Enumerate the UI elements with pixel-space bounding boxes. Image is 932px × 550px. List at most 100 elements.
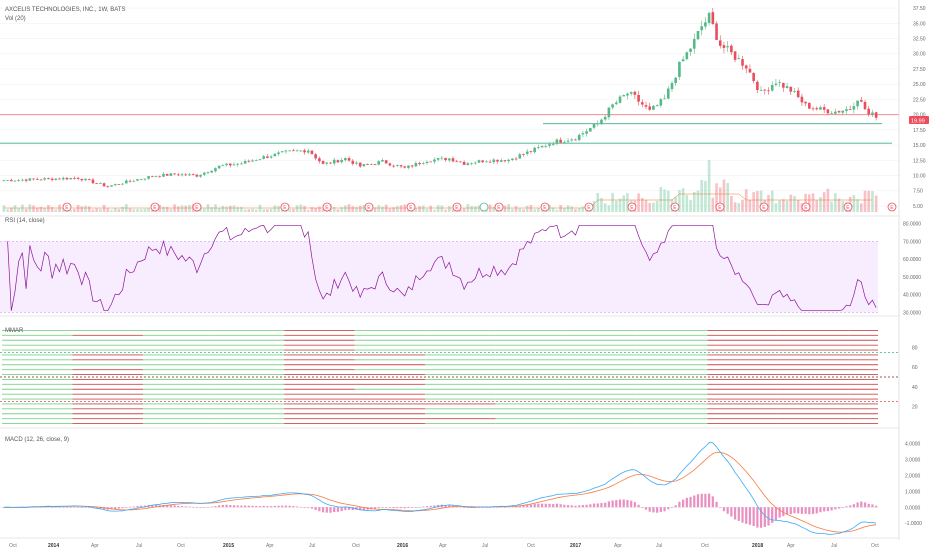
candle-body[interactable]: [473, 162, 477, 164]
rsi-line[interactable]: [7, 224, 877, 312]
candle-body[interactable]: [273, 153, 277, 157]
candle-body[interactable]: [704, 22, 707, 27]
earnings-marker[interactable]: [192, 202, 202, 212]
candle-body[interactable]: [50, 178, 54, 180]
candle-body[interactable]: [373, 164, 377, 166]
candle-body[interactable]: [13, 180, 17, 182]
candle-body[interactable]: [544, 146, 548, 147]
earnings-marker[interactable]: [322, 202, 332, 212]
candle-body[interactable]: [626, 93, 629, 96]
candle-body[interactable]: [856, 100, 859, 107]
candle-body[interactable]: [232, 164, 236, 166]
candle-body[interactable]: [551, 143, 555, 145]
candle-body[interactable]: [332, 159, 336, 164]
candle-body[interactable]: [54, 178, 58, 180]
candle-body[interactable]: [640, 102, 644, 105]
candle-body[interactable]: [47, 178, 50, 179]
candle-body[interactable]: [314, 154, 317, 159]
candle-body[interactable]: [132, 180, 136, 182]
candle-body[interactable]: [848, 109, 852, 110]
candle-body[interactable]: [277, 152, 280, 155]
candle-body[interactable]: [95, 183, 98, 184]
candle-body[interactable]: [388, 163, 392, 166]
candle-body[interactable]: [533, 147, 536, 153]
candle-body[interactable]: [225, 163, 228, 166]
candle-body[interactable]: [618, 96, 622, 103]
candle-body[interactable]: [421, 163, 425, 165]
earnings-marker[interactable]: [364, 202, 374, 212]
candle-body[interactable]: [455, 161, 459, 163]
candle-body[interactable]: [733, 51, 737, 60]
candle-body[interactable]: [258, 159, 262, 161]
candle-body[interactable]: [648, 106, 652, 110]
candle-body[interactable]: [362, 164, 366, 167]
candle-body[interactable]: [496, 159, 499, 162]
candle-body[interactable]: [566, 140, 570, 142]
candle-body[interactable]: [329, 162, 332, 164]
candle-body[interactable]: [785, 86, 789, 89]
candle-body[interactable]: [110, 185, 113, 187]
mmar-panel[interactable]: [0, 330, 899, 424]
candle-body[interactable]: [451, 158, 455, 162]
candle-body[interactable]: [830, 113, 833, 114]
candle-body[interactable]: [670, 83, 674, 90]
candle-body[interactable]: [410, 165, 414, 167]
candle-body[interactable]: [600, 119, 603, 125]
candle-body[interactable]: [726, 46, 729, 48]
candle-body[interactable]: [633, 91, 637, 95]
candle-body[interactable]: [871, 112, 874, 115]
macd-panel[interactable]: [0, 442, 878, 535]
candle-body[interactable]: [659, 99, 663, 106]
earnings-marker[interactable]: [62, 202, 72, 212]
candle-body[interactable]: [711, 12, 715, 24]
candle-body[interactable]: [477, 160, 481, 163]
earnings-marker[interactable]: [540, 202, 550, 212]
candle-body[interactable]: [39, 179, 43, 181]
candle-body[interactable]: [147, 176, 150, 179]
candle-body[interactable]: [577, 134, 581, 141]
candle-body[interactable]: [236, 163, 240, 165]
candle-body[interactable]: [80, 178, 84, 181]
candle-body[interactable]: [629, 92, 633, 94]
candle-body[interactable]: [162, 173, 165, 177]
candle-body[interactable]: [429, 161, 433, 163]
candle-body[interactable]: [522, 154, 525, 155]
candle-body[interactable]: [407, 165, 410, 168]
candle-body[interactable]: [158, 176, 162, 178]
candle-body[interactable]: [206, 172, 210, 174]
candle-body[interactable]: [251, 160, 254, 162]
candle-body[interactable]: [165, 173, 169, 176]
candle-body[interactable]: [863, 101, 867, 110]
earnings-marker[interactable]: [584, 202, 594, 212]
candle-body[interactable]: [154, 176, 158, 178]
candle-body[interactable]: [852, 106, 856, 110]
candle-body[interactable]: [299, 150, 303, 152]
candle-body[interactable]: [511, 158, 514, 160]
candle-body[interactable]: [499, 160, 503, 162]
candle-body[interactable]: [756, 81, 759, 91]
candle-body[interactable]: [199, 174, 202, 177]
candle-body[interactable]: [514, 158, 518, 160]
candle-body[interactable]: [217, 165, 221, 169]
candle-body[interactable]: [355, 162, 358, 164]
candle-body[interactable]: [607, 107, 611, 118]
candle-body[interactable]: [61, 177, 65, 180]
candle-body[interactable]: [65, 177, 69, 180]
candle-body[interactable]: [707, 12, 711, 23]
candle-body[interactable]: [243, 161, 247, 164]
candle-body[interactable]: [191, 174, 195, 175]
candle-body[interactable]: [358, 162, 362, 167]
candle-body[interactable]: [592, 123, 596, 128]
macd-signal-line[interactable]: [3, 451, 877, 533]
earnings-marker[interactable]: [801, 202, 811, 212]
candle-body[interactable]: [43, 178, 46, 180]
candle-body[interactable]: [292, 150, 295, 152]
candle-body[interactable]: [6, 180, 9, 181]
candle-body[interactable]: [663, 98, 666, 100]
candle-body[interactable]: [793, 91, 796, 92]
candle-body[interactable]: [214, 168, 217, 172]
candle-body[interactable]: [303, 150, 306, 153]
candle-body[interactable]: [366, 164, 369, 166]
candle-body[interactable]: [210, 170, 214, 173]
candle-body[interactable]: [288, 150, 291, 152]
